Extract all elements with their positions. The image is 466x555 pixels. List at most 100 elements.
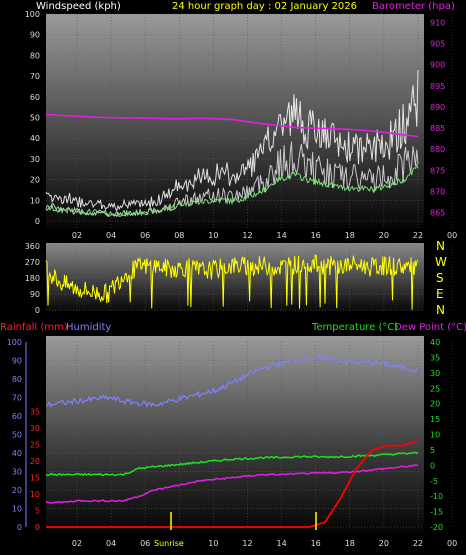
direction-y-tick: 180 [25,274,40,283]
wind-y-tick: 0 [35,217,40,226]
barometer-y-tick: 870 [430,187,445,196]
humidity-y-tick: 20 [12,486,22,495]
wind-y-tick: 60 [30,93,40,102]
wind-y-tick: 90 [30,31,40,40]
wind-x-tick: 10 [208,231,218,240]
barometer-y-tick: 905 [430,40,445,49]
temp-series [45,354,419,530]
humidity-y-tick: 40 [12,449,22,458]
temp-x-tick: 16 [311,539,321,548]
temp-x-tick: 20 [379,539,389,548]
temp-panel [46,336,424,532]
temp-y-tick: -10 [430,492,443,501]
wind-y-tick: 10 [30,196,40,205]
temp-x-tick: 00 [447,539,457,548]
temperature-line [45,451,419,477]
wind-x-tick: 00 [447,231,457,240]
humidity-y-tick: 0 [17,523,22,532]
humidity-y-tick: 50 [12,431,22,440]
rain-y-tick: 15 [30,473,40,482]
wind-axes: 0 10 20 30 40 50 60 70 80 90 100 865 870 875 880 885 890… [25,10,457,240]
humidity-axis-label: Humidity [66,322,111,333]
barometer-y-tick: 880 [430,145,445,154]
windspeed-line [45,141,419,218]
direction-y-tick: 270 [25,258,40,267]
wind-y-tick: 80 [30,51,40,60]
temp-x-tick: 12 [242,539,252,548]
barometer-y-tick: 895 [430,82,445,91]
rain-y-tick: 25 [30,440,40,449]
compass-s: S [436,271,444,285]
barometer-y-tick: 875 [430,166,445,175]
temp-x-tick: 04 [106,539,116,548]
humidity-y-tick: 90 [12,357,22,366]
wind-y-tick: 50 [30,114,40,123]
temp-x-tick: 10 [208,539,218,548]
temp-x-tick: 06 [140,539,150,548]
temperature-axis-label: Temperature (°C) [311,322,398,333]
wind-panel [46,14,424,228]
barometer-y-tick: 865 [430,209,445,218]
temp-y-tick: -20 [430,523,443,532]
temp-y-tick: 5 [430,446,435,455]
wind-y-tick: 20 [30,176,40,185]
wind-x-tick: 22 [413,231,423,240]
humidity-line [45,354,419,408]
humidity-y-tick: 60 [12,412,22,421]
chart-title: 24 hour graph day : 02 January 2026 [172,1,357,12]
barometer-axis-label: Barometer (hpa) [372,1,455,12]
wind-x-tick: 08 [174,231,184,240]
temp-y-tick: 0 [430,461,435,470]
rainfall-axis-label: Rainfall (mm) [0,322,68,333]
compass-n-bottom: N [436,303,445,317]
dewpoint-line [45,464,419,504]
compass-n-top: N [436,239,445,253]
temp-y-tick: 35 [430,353,440,362]
wind-series [45,69,419,218]
wind-x-tick: 16 [311,231,321,240]
wind-x-tick: 06 [140,231,150,240]
rainfall-line [46,439,419,528]
wind-x-tick: 12 [242,231,252,240]
humidity-y-tick: 70 [12,394,22,403]
temp-y-tick: 20 [430,400,440,409]
wind-y-tick: 30 [30,155,40,164]
temp-y-tick: 25 [430,384,440,393]
direction-y-tick: 90 [30,290,40,299]
temp-axes: 0102030405060708090100051015202530354035… [7,338,457,548]
windgust-line [45,69,419,213]
humidity-y-tick: 100 [7,338,22,347]
rain-y-tick: 10 [30,490,40,499]
wind-x-tick: 18 [345,231,355,240]
temp-x-tick: 14 [277,539,287,548]
barometer-y-tick: 890 [430,103,445,112]
temp-y-tick: 10 [430,431,440,440]
windspeed-axis-label: Windspeed (kph) [36,1,121,12]
temp-y-tick: 30 [430,369,440,378]
temp-x-tick: 18 [345,539,355,548]
temp-x-tick: 22 [413,539,423,548]
wind-x-tick: 20 [379,231,389,240]
rain-y-tick: 30 [30,424,40,433]
direction-line [45,254,419,310]
sunrise-label: Sunrise [154,539,184,548]
barometer-y-tick: 885 [430,124,445,133]
wind-x-tick: 04 [106,231,116,240]
temp-x-tick: 02 [72,539,82,548]
temp-y-tick: -15 [430,508,443,517]
wind-y-tick: 40 [30,134,40,143]
rain-y-tick: 0 [35,523,40,532]
barometer-y-tick: 900 [430,61,445,70]
direction-series [45,254,419,310]
temp-y-tick: 40 [430,338,440,347]
humidity-y-tick: 10 [12,505,22,514]
humidity-y-tick: 30 [12,468,22,477]
humidity-y-tick: 80 [12,375,22,384]
wind-y-tick: 70 [30,72,40,81]
direction-y-tick: 360 [25,242,40,251]
dewpoint-axis-label: Dew Point (°C) [394,322,466,333]
rain-y-tick: 20 [30,457,40,466]
wind-y-tick: 100 [25,10,40,19]
rain-y-tick: 5 [35,506,40,515]
